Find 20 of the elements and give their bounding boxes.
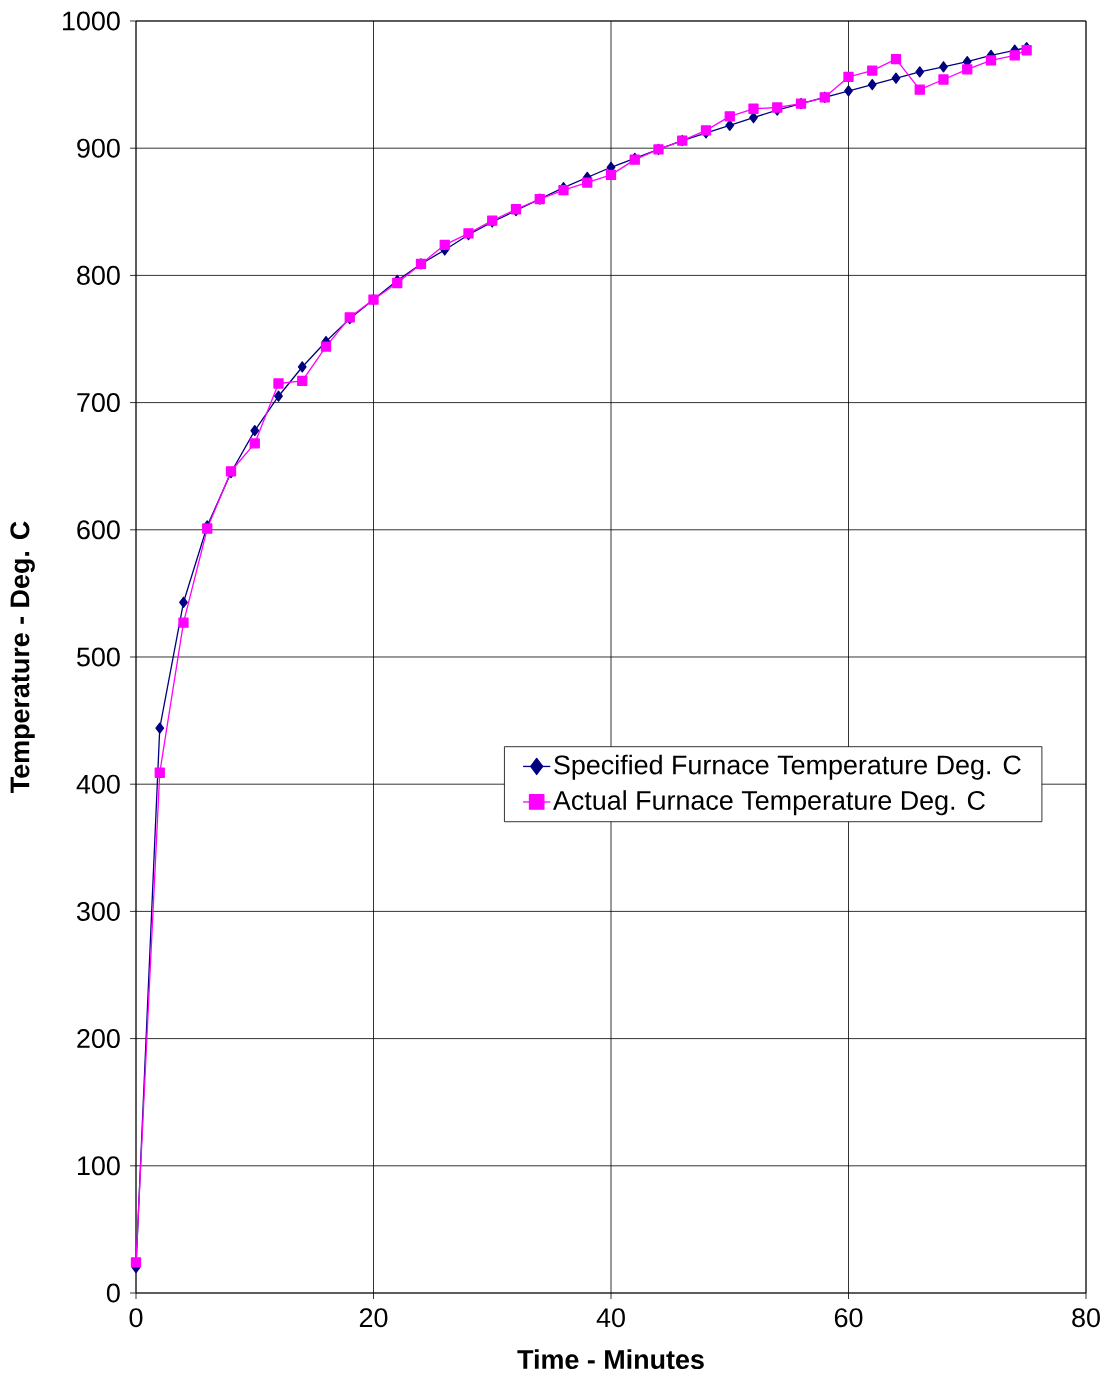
y-tick-label: 600 xyxy=(77,520,120,540)
x-axis-title: Time - Minutes xyxy=(517,1349,704,1370)
x-tick-label: 20 xyxy=(359,1308,388,1328)
x-tick-label: 60 xyxy=(834,1308,863,1328)
y-tick-label: 800 xyxy=(77,265,120,285)
y-tick-label: 0 xyxy=(106,1283,120,1303)
y-tick-label: 900 xyxy=(77,138,120,158)
x-tick-label: 0 xyxy=(129,1308,143,1328)
y-tick-label: 400 xyxy=(76,774,120,794)
legend-label: Actual Furnace Temperature Deg. C xyxy=(552,790,985,816)
y-tick-label: 200 xyxy=(77,1029,120,1049)
x-tick-label: 40 xyxy=(596,1308,625,1328)
x-tick-label: 80 xyxy=(1072,1308,1100,1328)
y-tick-label: 1000 xyxy=(63,11,120,31)
y-tick-label: 300 xyxy=(76,901,120,921)
y-tick-label: 500 xyxy=(77,647,120,667)
y-axis-title: Temperature - Deg. C xyxy=(10,521,35,793)
y-tick-label: 700 xyxy=(77,393,120,413)
legend-label: Specified Furnace Temperature Deg. C xyxy=(554,754,1021,780)
y-tick-label: 100 xyxy=(78,1156,120,1176)
